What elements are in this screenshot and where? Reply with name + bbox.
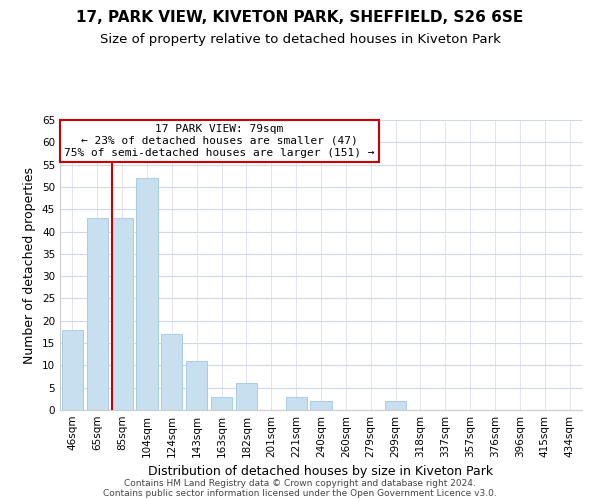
Bar — [385, 401, 406, 410]
Bar — [310, 401, 332, 410]
Bar — [112, 218, 133, 410]
Bar — [87, 218, 108, 410]
Bar — [211, 396, 232, 410]
X-axis label: Distribution of detached houses by size in Kiveton Park: Distribution of detached houses by size … — [148, 466, 494, 478]
Text: Size of property relative to detached houses in Kiveton Park: Size of property relative to detached ho… — [100, 32, 500, 46]
Text: 17, PARK VIEW, KIVETON PARK, SHEFFIELD, S26 6SE: 17, PARK VIEW, KIVETON PARK, SHEFFIELD, … — [76, 10, 524, 25]
Bar — [236, 383, 257, 410]
Y-axis label: Number of detached properties: Number of detached properties — [23, 166, 37, 364]
Bar — [286, 396, 307, 410]
Bar — [161, 334, 182, 410]
Bar — [62, 330, 83, 410]
Bar — [136, 178, 158, 410]
Text: Contains public sector information licensed under the Open Government Licence v3: Contains public sector information licen… — [103, 488, 497, 498]
Bar — [186, 361, 207, 410]
Text: 17 PARK VIEW: 79sqm
← 23% of detached houses are smaller (47)
75% of semi-detach: 17 PARK VIEW: 79sqm ← 23% of detached ho… — [64, 124, 374, 158]
Text: Contains HM Land Registry data © Crown copyright and database right 2024.: Contains HM Land Registry data © Crown c… — [124, 478, 476, 488]
